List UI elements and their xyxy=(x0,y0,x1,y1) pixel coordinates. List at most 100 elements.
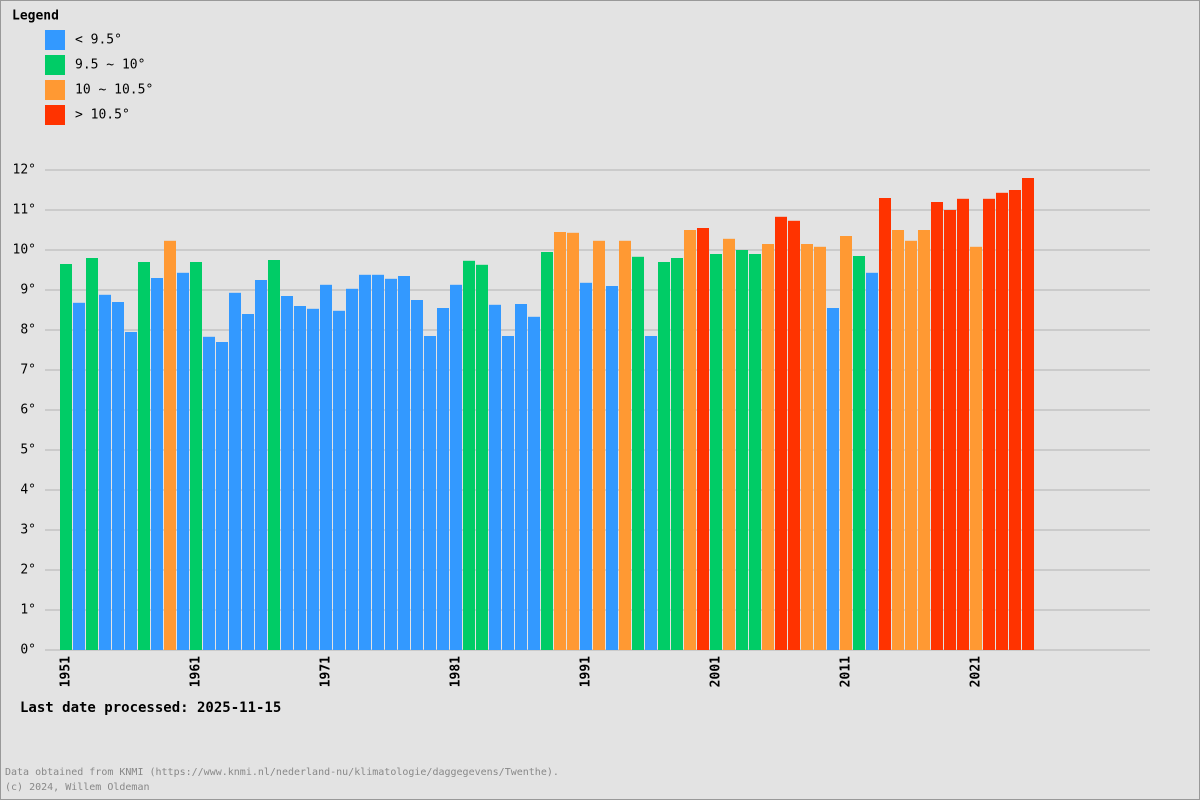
bar xyxy=(216,342,228,650)
bar xyxy=(840,236,852,650)
bar xyxy=(632,256,644,650)
y-tick-label: 8° xyxy=(20,323,36,338)
bar xyxy=(684,230,696,650)
note: Last date processed: 2025-11-15 xyxy=(20,700,281,716)
y-tick-label: 3° xyxy=(20,523,36,538)
bar xyxy=(138,262,150,650)
bar xyxy=(853,256,865,650)
bar xyxy=(866,272,878,650)
bar xyxy=(242,314,254,650)
bar xyxy=(60,264,72,650)
legend-label: 10 ~ 10.5° xyxy=(75,83,153,98)
bar xyxy=(281,296,293,650)
bar xyxy=(112,302,124,650)
bar xyxy=(411,300,423,650)
bar xyxy=(567,232,579,651)
bar xyxy=(424,336,436,650)
bar xyxy=(99,294,111,650)
x-tick-label: 1961 xyxy=(189,656,204,687)
bar xyxy=(580,282,592,650)
bar xyxy=(151,278,163,650)
bar xyxy=(697,228,709,650)
bar xyxy=(788,220,800,651)
bar xyxy=(723,238,735,651)
bar xyxy=(177,272,189,650)
bar xyxy=(593,240,605,651)
bar xyxy=(515,304,527,650)
x-tick-label: 2001 xyxy=(709,656,724,687)
bar xyxy=(736,250,748,650)
y-tick-label: 6° xyxy=(20,403,36,418)
bar xyxy=(1022,178,1034,650)
legend-label: > 10.5° xyxy=(75,108,130,123)
bar xyxy=(164,240,176,651)
legend-swatch xyxy=(45,30,65,50)
bar xyxy=(294,306,306,650)
bar xyxy=(125,332,137,650)
bar xyxy=(801,244,813,650)
bar xyxy=(892,230,904,650)
bar xyxy=(957,198,969,651)
legend-swatch xyxy=(45,105,65,125)
y-tick-label: 0° xyxy=(20,643,36,658)
y-tick-label: 11° xyxy=(13,203,36,218)
bar xyxy=(476,264,488,650)
bar xyxy=(437,308,449,650)
bar xyxy=(983,198,995,651)
y-tick-label: 12° xyxy=(13,163,36,178)
bar xyxy=(827,308,839,650)
bar xyxy=(879,198,891,650)
bar xyxy=(86,258,98,650)
legend-label: < 9.5° xyxy=(75,33,122,48)
footer: (c) 2024, Willem Oldeman xyxy=(5,782,150,793)
bar xyxy=(944,210,956,650)
bar xyxy=(73,302,85,650)
bar xyxy=(710,254,722,650)
bar xyxy=(502,336,514,650)
bar xyxy=(996,192,1008,651)
bar xyxy=(606,286,618,650)
bar xyxy=(255,280,267,650)
bar xyxy=(918,230,930,650)
bar xyxy=(814,246,826,651)
y-tick-label: 4° xyxy=(20,483,36,498)
y-tick-label: 5° xyxy=(20,443,36,458)
y-tick-label: 2° xyxy=(20,563,36,578)
bar xyxy=(190,262,202,650)
legend-label: 9.5 ~ 10° xyxy=(75,58,145,73)
x-tick-label: 1991 xyxy=(579,656,594,687)
bar xyxy=(385,278,397,650)
legend-swatch xyxy=(45,80,65,100)
bar xyxy=(320,284,332,650)
bar xyxy=(1009,190,1021,650)
bar xyxy=(359,274,371,650)
y-tick-label: 7° xyxy=(20,363,36,378)
legend-swatch xyxy=(45,55,65,75)
bar xyxy=(749,254,761,650)
bar xyxy=(268,260,280,650)
y-tick-label: 10° xyxy=(13,243,36,258)
bar xyxy=(905,240,917,651)
bar xyxy=(398,276,410,650)
x-tick-label: 1981 xyxy=(449,656,464,687)
bar xyxy=(463,260,475,650)
bar xyxy=(775,216,787,651)
bar xyxy=(203,336,215,650)
y-tick-label: 1° xyxy=(20,603,36,618)
y-tick-label: 9° xyxy=(20,283,36,298)
bar xyxy=(346,288,358,650)
x-tick-label: 2021 xyxy=(969,656,984,687)
bar xyxy=(645,336,657,650)
bar xyxy=(229,292,241,650)
bar xyxy=(762,244,774,650)
bar xyxy=(372,274,384,650)
x-tick-label: 1951 xyxy=(59,656,74,687)
bar xyxy=(307,308,319,650)
footer: Data obtained from KNMI (https://www.knm… xyxy=(5,767,559,778)
x-tick-label: 1971 xyxy=(319,656,334,687)
bar xyxy=(450,284,462,650)
bar xyxy=(658,262,670,650)
bar xyxy=(619,240,631,651)
